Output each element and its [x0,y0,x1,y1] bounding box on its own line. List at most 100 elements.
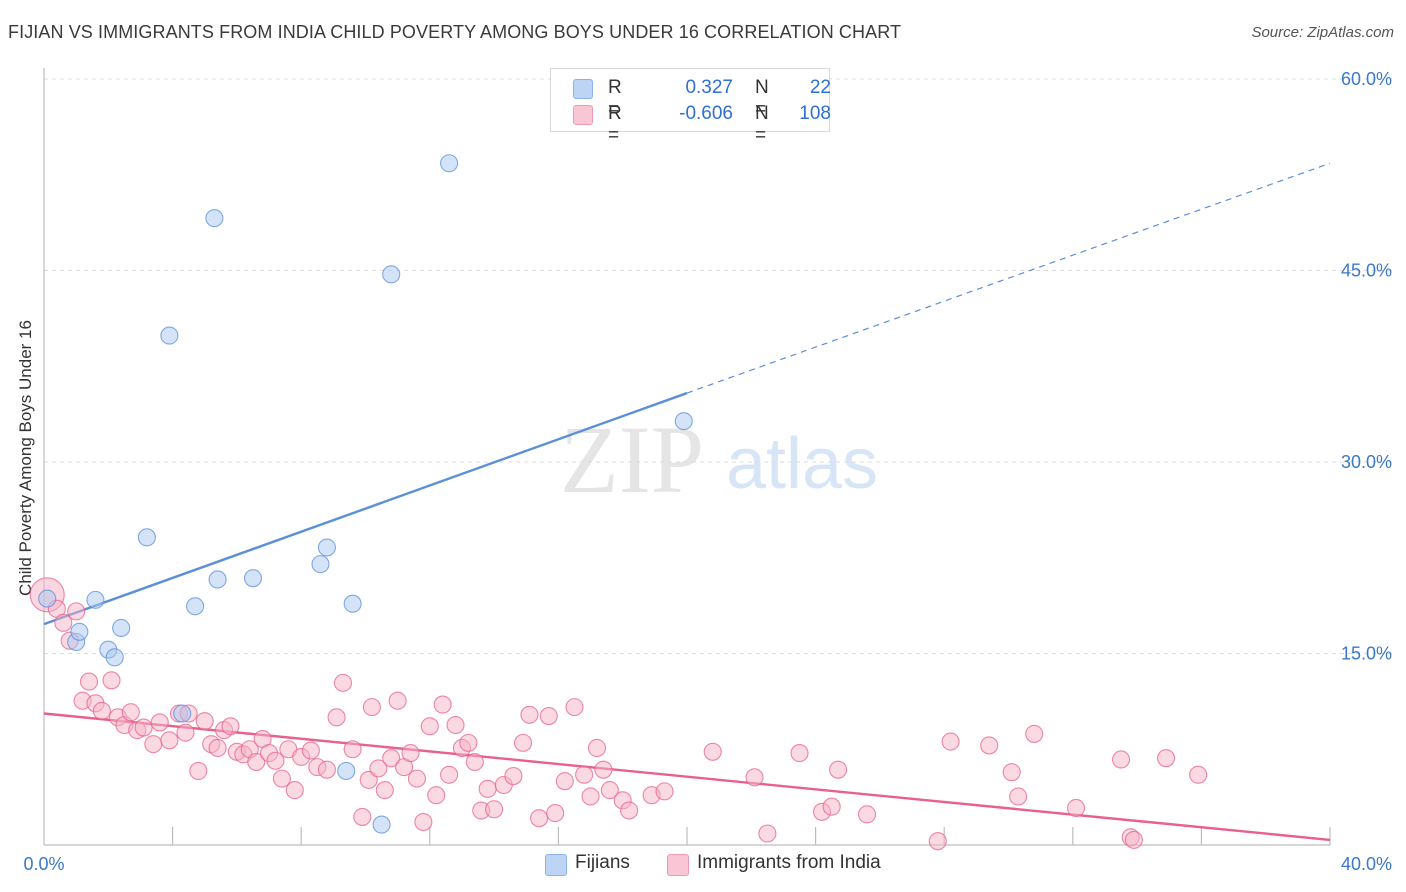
data-point-india [301,741,320,760]
data-point-india [504,767,523,786]
data-point-india [485,800,504,819]
data-point-fijians [112,618,131,638]
data-point-india [150,713,169,732]
y-tick-label: 30.0% [1341,452,1392,472]
data-point-india [581,787,600,806]
data-point-india [427,786,446,805]
trend-line-extension [686,162,1331,394]
data-point-india [594,760,613,779]
data-point-india [54,613,73,632]
data-point-india [221,717,240,736]
data-point-india [520,705,539,724]
data-point-india [1009,787,1028,806]
data-point-india [478,779,497,798]
data-point-fijians [317,538,336,557]
data-point-india [144,735,163,754]
data-point-fijians [86,590,105,609]
y-tick-label: 60.0% [1341,69,1392,89]
data-point-india [565,698,584,717]
data-point-india [530,809,549,828]
bottom-legend-swatch-india [667,854,689,876]
data-point-fijians [160,326,179,345]
data-point-india [102,671,121,690]
data-point-india [459,733,478,752]
data-point-india [446,715,465,735]
data-point-india [382,749,401,768]
data-point-india [176,723,195,742]
data-point-india [790,744,809,763]
data-point-fijians [243,569,263,588]
correlation-legend: R = 0.327 N = 22 R = -0.606 N = 108 [550,68,831,146]
watermark-atlas: atlas [726,424,878,504]
data-point-india [369,759,388,778]
data-point-fijians [343,594,362,613]
data-point-india [745,768,764,787]
data-point-india [195,712,214,731]
bottom-legend-label-india: Immigrants from India [697,852,881,873]
data-point-india [92,701,111,721]
data-point-india [1025,724,1044,743]
data-point-india [401,744,420,763]
data-point-fijians [372,815,391,834]
legend-swatch-fijians [573,79,593,99]
data-point-fijians [137,528,156,547]
data-point-india [333,673,353,692]
data-point-fijians [105,648,124,667]
legend-swatch-india [573,105,593,125]
data-point-fijians [337,761,356,781]
data-point-fijians [311,555,330,574]
data-point-india [928,832,947,851]
legend-n-label: N = [755,103,769,146]
data-point-india [67,602,86,621]
data-point-india [1002,763,1021,782]
data-point-fijians [70,622,89,641]
source-credit: Source: ZipAtlas.com [1251,24,1394,41]
legend-n-label: N = [755,77,769,120]
data-point-india [134,718,153,737]
x-tick-label: 40.0% [1341,854,1392,874]
data-point-fijians [674,412,693,431]
legend-n-value: 22 [809,77,831,98]
data-point-fijians [440,154,459,173]
legend-r-label: R = [608,103,622,146]
data-point-india [587,738,607,758]
data-point-india [343,740,362,759]
data-point-india [822,797,841,816]
data-point-india [208,738,227,758]
data-point-fijians [208,570,227,589]
data-point-india [600,781,619,800]
data-point-india [555,772,574,791]
data-point-india [857,805,877,824]
data-point-india [420,717,439,736]
data-point-india [829,760,848,779]
data-point-india [620,801,639,820]
data-point-india [247,752,266,772]
legend-r-label: R = [608,77,622,120]
data-point-india [1111,750,1131,769]
legend-n-value: 108 [799,103,831,124]
data-point-india [980,736,999,755]
data-point-india [160,731,179,750]
data-point-india [546,804,565,823]
x-tick-label: 0.0% [23,854,64,874]
data-point-india [362,698,381,717]
data-point-india [79,672,99,691]
data-point-india [1066,798,1086,818]
data-point-india [465,752,484,772]
data-point-fijians [173,704,192,723]
data-point-fijians [186,597,205,616]
data-point-india [1189,765,1208,784]
legend-r-value: 0.327 [685,77,733,98]
data-point-india [285,781,304,800]
trend-line-fijians [43,391,688,626]
chart-title: FIJIAN VS IMMIGRANTS FROM INDIA CHILD PO… [8,22,902,42]
data-point-india [703,742,722,761]
data-point-india [189,761,208,781]
data-point-india [375,781,394,800]
data-point-india [513,733,533,752]
data-point-india [317,760,336,779]
data-point-india [407,769,426,788]
data-point-india [388,691,407,710]
data-point-india [327,708,346,727]
